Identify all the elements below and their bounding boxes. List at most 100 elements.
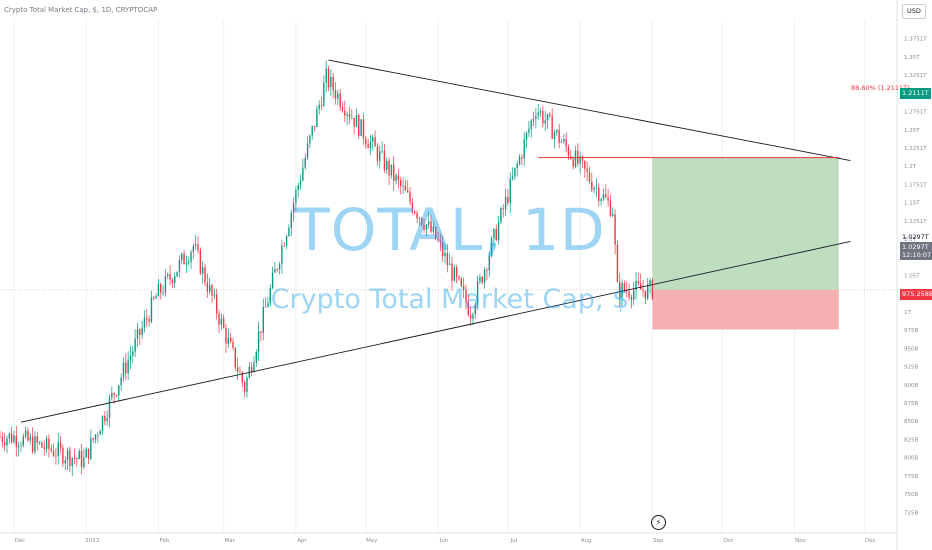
- candle-body: [69, 450, 71, 467]
- candle-body: [535, 115, 537, 119]
- candle-body: [271, 272, 274, 288]
- candle-body: [176, 271, 178, 277]
- candle-body: [549, 114, 551, 117]
- currency-button[interactable]: USD: [902, 4, 926, 19]
- candle-body: [150, 297, 153, 322]
- candle-body: [381, 150, 383, 152]
- candle-body: [460, 278, 463, 286]
- candle-body: [539, 111, 542, 113]
- candle-body: [467, 302, 470, 315]
- candle-body: [451, 263, 453, 281]
- lightning-icon[interactable]: ⚡: [651, 515, 666, 530]
- candle-body: [393, 164, 395, 181]
- candle-body: [55, 455, 57, 457]
- candle-body: [290, 212, 292, 228]
- candle-body: [474, 304, 476, 315]
- stop-zone: [652, 289, 839, 330]
- candle-body: [579, 156, 581, 164]
- candle-body: [355, 115, 358, 127]
- candle-body: [362, 119, 365, 139]
- candle-body: [250, 366, 253, 372]
- candle-body: [45, 438, 48, 449]
- time-tick-label: 2023: [85, 538, 99, 544]
- candle-body: [101, 415, 104, 432]
- candle-body: [155, 296, 157, 299]
- candle-body: [167, 274, 169, 276]
- candle-body: [563, 139, 565, 142]
- candle-body: [38, 442, 41, 444]
- candle-body: [113, 392, 115, 395]
- candle-body: [637, 280, 640, 284]
- candle-body: [511, 176, 514, 179]
- candle-body: [633, 290, 635, 300]
- candle-body: [192, 246, 195, 253]
- time-tick-label: Jun: [439, 538, 449, 544]
- candle-body: [395, 175, 397, 181]
- candle-body: [581, 156, 584, 161]
- candle-body: [264, 306, 267, 308]
- candle-body: [146, 318, 148, 320]
- candle-body: [304, 157, 306, 168]
- candle-body: [160, 284, 162, 293]
- candle-body: [455, 267, 458, 277]
- candle-body: [365, 138, 367, 145]
- candle-body: [507, 196, 509, 204]
- candle-body: [434, 226, 437, 239]
- target-label: 88.60% (1.2111T): [851, 84, 910, 92]
- watermark-description: Crypto Total Market Cap, $: [270, 284, 630, 315]
- candle-body: [108, 397, 111, 418]
- candle-body: [204, 267, 206, 283]
- stop-price-tag: 975.258B: [900, 289, 932, 300]
- candle-body: [642, 289, 644, 291]
- price-tick-label: 925B: [904, 365, 918, 371]
- time-tick-label: Jul: [510, 538, 518, 544]
- candle-body: [62, 447, 64, 464]
- candle-body: [104, 415, 106, 422]
- candle-body: [285, 235, 288, 246]
- chart-title: Crypto Total Market Cap, $, 1D, CRYPTOCA…: [4, 6, 158, 14]
- candle-body: [602, 193, 605, 200]
- position-zones: [652, 157, 839, 330]
- candle-body: [640, 283, 642, 290]
- candle-body: [50, 448, 52, 451]
- candle-body: [241, 372, 244, 383]
- candle-body: [64, 460, 66, 464]
- candle-body: [453, 267, 456, 281]
- candle-body: [48, 438, 50, 449]
- candle-body: [281, 245, 283, 265]
- candle-body: [141, 327, 143, 336]
- candle-body: [181, 253, 183, 261]
- candle-body: [437, 238, 439, 241]
- candle-body: [257, 331, 260, 353]
- candle-body: [567, 146, 570, 157]
- candle-body: [400, 179, 402, 187]
- candle-body: [295, 189, 297, 203]
- candle-body: [83, 457, 85, 468]
- candle-body: [190, 252, 192, 262]
- candle-body: [111, 392, 113, 398]
- candle-body: [334, 90, 337, 99]
- candle-body: [3, 441, 6, 446]
- candle-body: [309, 135, 311, 144]
- candle-body: [201, 267, 204, 274]
- candle-body: [274, 269, 276, 273]
- candle-body: [509, 178, 511, 204]
- candle-body: [239, 371, 241, 373]
- candle-body: [134, 338, 136, 352]
- candle-body: [276, 269, 278, 271]
- candle-body: [388, 160, 390, 176]
- candle-body: [607, 197, 609, 201]
- candle-body: [243, 382, 246, 392]
- candle-body: [323, 83, 325, 106]
- candle-body: [551, 116, 553, 139]
- price-tick-label: 1.3751T: [904, 37, 927, 43]
- candle-body: [430, 221, 432, 232]
- candle-body: [595, 187, 598, 189]
- candle-body: [66, 450, 69, 461]
- candle-body: [341, 107, 344, 111]
- candle-body: [195, 244, 197, 247]
- candle-body: [229, 337, 232, 342]
- candle-body: [416, 213, 418, 219]
